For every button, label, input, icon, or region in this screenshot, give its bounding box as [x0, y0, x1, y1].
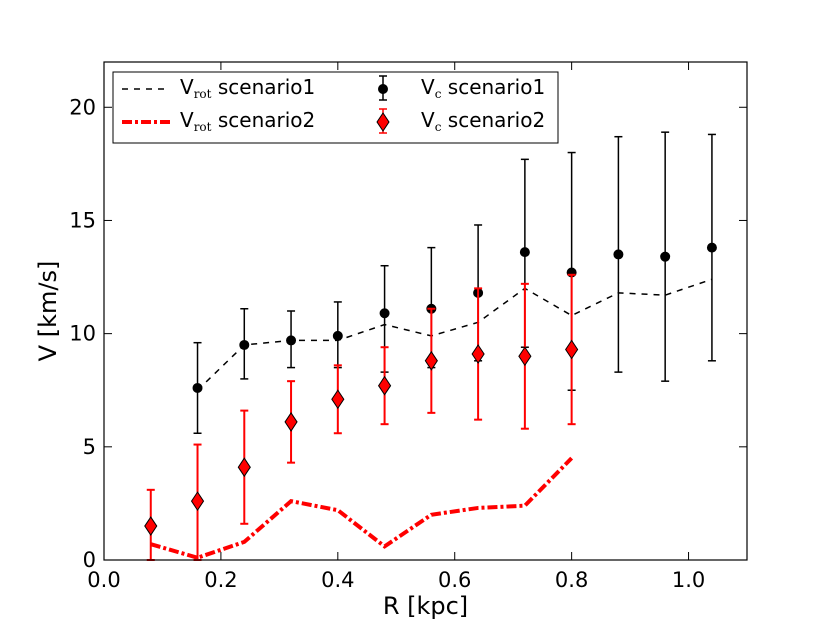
data-point — [565, 339, 579, 360]
series-line — [197, 278, 713, 391]
data-point — [518, 346, 532, 367]
data-point — [192, 382, 203, 393]
data-point — [331, 389, 345, 410]
data-point — [379, 308, 390, 319]
data-point — [237, 457, 251, 478]
x-tick-label: 0.8 — [555, 568, 588, 592]
x-tick-label: 1.0 — [672, 568, 705, 592]
data-point — [284, 412, 298, 432]
series-line — [150, 456, 574, 560]
series-vrot-scenario2 — [150, 456, 574, 560]
series-vrot-scenario1 — [197, 278, 713, 391]
legend-marker — [378, 84, 388, 94]
x-axis-label: R [kpc] — [383, 592, 468, 620]
x-axis: 0.0 0.2 0.4 0.6 0.8 1.0 — [87, 62, 705, 592]
plot-frame — [103, 61, 748, 561]
legend-label: Vrot scenario1 — [180, 75, 315, 101]
data-point — [660, 251, 671, 262]
y-tick-label: 10 — [69, 322, 96, 346]
data-point — [190, 491, 205, 512]
x-tick-label: 0.4 — [321, 568, 354, 592]
legend-marker — [376, 112, 390, 132]
data-point — [377, 375, 392, 396]
data-point — [286, 335, 297, 346]
legend-label: Vc scenario2 — [421, 108, 545, 134]
y-tick-label: 15 — [69, 208, 96, 232]
y-axis-label: V [km/s] — [34, 261, 62, 362]
series-vc-scenario2 — [144, 273, 579, 561]
data-point — [519, 247, 530, 258]
data-point — [144, 516, 158, 536]
x-tick-label: 0.6 — [438, 568, 471, 592]
data-point — [706, 242, 717, 253]
legend-box — [112, 71, 559, 144]
data-point — [239, 339, 250, 350]
data-point — [332, 330, 343, 341]
x-tick-label: 0.2 — [204, 568, 237, 592]
x-tick-label: 0.0 — [87, 568, 120, 592]
data-point — [613, 249, 624, 260]
y-tick-label: 20 — [69, 95, 96, 119]
data-point — [471, 344, 485, 364]
data-point — [424, 350, 438, 371]
y-axis: 0 5 10 15 20 — [69, 95, 747, 572]
chart-marks — [144, 131, 717, 561]
legend-label: Vc scenario1 — [421, 75, 545, 101]
plot-area-background — [104, 62, 747, 560]
legend-label: Vrot scenario2 — [180, 108, 315, 134]
y-tick-label: 0 — [83, 548, 96, 572]
y-tick-label: 5 — [83, 435, 96, 459]
legend: Vrot scenario1 Vrot scenario2 Vc scenario1… — [112, 71, 559, 144]
